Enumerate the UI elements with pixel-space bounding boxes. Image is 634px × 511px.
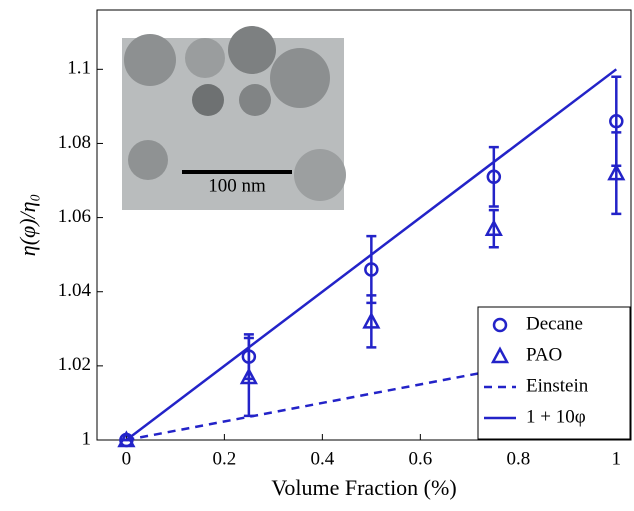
particle [128, 140, 168, 180]
legend-label: Einstein [526, 375, 589, 396]
y-axis-label: η(φ)/η₀ [15, 194, 40, 256]
x-tick-label: 0.6 [408, 448, 432, 469]
particle [294, 149, 346, 201]
x-tick-label: 0.2 [213, 448, 237, 469]
x-axis-label: Volume Fraction (%) [271, 475, 456, 500]
x-tick-label: 0 [122, 448, 132, 469]
particle [124, 34, 176, 86]
y-tick-label: 1.06 [58, 206, 91, 227]
y-tick-label: 1.04 [58, 280, 92, 301]
particle [185, 38, 225, 78]
tem-inset: 100 nm [122, 26, 346, 210]
chart: 100 nm Volume Fraction (%) η(φ)/η₀ 0 0.2 0… [0, 0, 634, 506]
particle [228, 26, 276, 74]
x-tick-label: 0.8 [506, 448, 530, 469]
x-tick-label: 1 [612, 448, 622, 469]
y-tick-label: 1.08 [58, 132, 91, 153]
particle [239, 84, 271, 116]
particle [270, 48, 330, 108]
legend-label: 1 + 10φ [526, 406, 586, 427]
legend-label: PAO [526, 344, 562, 365]
particle [192, 84, 224, 116]
y-tick-label: 1.02 [58, 354, 91, 375]
scale-bar-label: 100 nm [208, 175, 266, 196]
x-tick-label: 0.4 [310, 448, 334, 469]
y-tick-label: 1.1 [67, 58, 91, 79]
legend-label: Decane [526, 313, 583, 334]
y-tick-label: 1 [82, 428, 92, 449]
